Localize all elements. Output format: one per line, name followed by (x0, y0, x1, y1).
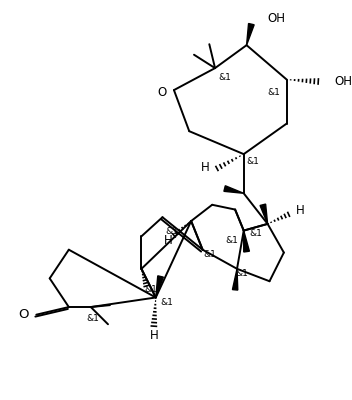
Polygon shape (244, 230, 250, 252)
Text: &1: &1 (226, 236, 239, 245)
Text: H: H (150, 329, 158, 342)
Text: &1: &1 (218, 73, 231, 82)
Text: OH: OH (268, 12, 285, 25)
Polygon shape (260, 204, 268, 224)
Polygon shape (232, 269, 238, 290)
Text: &1: &1 (161, 298, 174, 307)
Text: &1: &1 (247, 157, 260, 166)
Text: &1: &1 (250, 229, 263, 238)
Polygon shape (247, 24, 254, 45)
Text: O: O (158, 86, 167, 98)
Text: O: O (18, 308, 29, 321)
Text: OH: OH (334, 75, 352, 88)
Text: H: H (201, 161, 209, 174)
Text: &1: &1 (267, 88, 280, 98)
Polygon shape (156, 276, 163, 298)
Text: H: H (164, 234, 172, 247)
Text: &1: &1 (145, 285, 157, 294)
Text: H: H (296, 204, 305, 217)
Text: &1: &1 (165, 227, 178, 236)
Text: &1: &1 (204, 250, 217, 259)
Text: &1: &1 (86, 314, 99, 323)
Polygon shape (224, 186, 244, 193)
Text: &1: &1 (235, 269, 248, 278)
